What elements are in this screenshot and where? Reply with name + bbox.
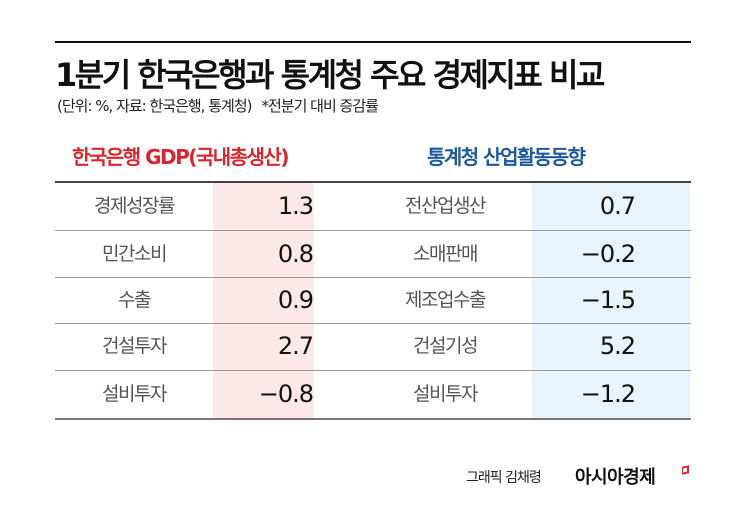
statistics-label: 전산업생산 [405, 195, 486, 217]
statistics-value: −0.2 [580, 240, 636, 268]
bok-label: 경제성장률 [94, 195, 175, 217]
bok-value: 0.8 [277, 240, 314, 268]
bok-label: 민간소비 [102, 243, 167, 265]
bok-value: −0.8 [258, 380, 314, 408]
statistics-value: −1.5 [580, 286, 636, 314]
statistics-label: 건설기성 [413, 335, 478, 357]
bok-label: 수출 [118, 289, 151, 311]
statistics-value: 5.2 [599, 332, 636, 360]
row-divider [55, 277, 691, 278]
table-row: 경제성장률 1.3 전산업생산 0.7 [55, 183, 691, 230]
bok-label: 건설투자 [102, 335, 167, 357]
row-divider [55, 323, 691, 324]
page-title: 1분기 한국은행과 통계청 주요 경제지표 비교 [55, 56, 605, 94]
bok-value: 2.7 [277, 332, 314, 360]
top-rule [55, 41, 691, 43]
unit-source: (단위: %, 자료: 한국은행, 통계청) [57, 97, 252, 115]
section-title-bok: 한국은행 GDP(국내총생산) [72, 145, 290, 169]
brand-mark-icon [682, 465, 689, 475]
header-divider [55, 181, 691, 183]
note: *전분기 대비 증감률 [261, 97, 378, 115]
brand-logo-text: 아시아경제 [575, 467, 656, 488]
table-row: 설비투자 −0.8 설비투자 −1.2 [55, 371, 691, 418]
graphic-credit: 그래픽 김채령 [466, 470, 542, 486]
bok-value: 0.9 [277, 286, 314, 314]
statistics-value-column-bg [532, 183, 690, 419]
statistics-label: 제조업수출 [405, 289, 486, 311]
row-divider [55, 230, 691, 231]
table-row: 건설투자 2.7 건설기성 5.2 [55, 323, 691, 370]
section-title-statistics: 통계청 산업활동동향 [427, 145, 586, 169]
statistics-value: 0.7 [599, 192, 636, 220]
subtitle: (단위: %, 자료: 한국은행, 통계청) *전분기 대비 증감률 [57, 95, 379, 116]
statistics-label: 설비투자 [413, 383, 478, 405]
bok-value: 1.3 [277, 192, 314, 220]
row-divider [55, 370, 691, 371]
table-row: 민간소비 0.8 소매판매 −0.2 [55, 231, 691, 278]
table-bottom-rule [55, 418, 691, 420]
table-row: 수출 0.9 제조업수출 −1.5 [55, 277, 691, 324]
bok-label: 설비투자 [102, 383, 167, 405]
statistics-value: −1.2 [580, 380, 636, 408]
statistics-label: 소매판매 [413, 243, 478, 265]
bok-value-column-bg [213, 183, 314, 419]
